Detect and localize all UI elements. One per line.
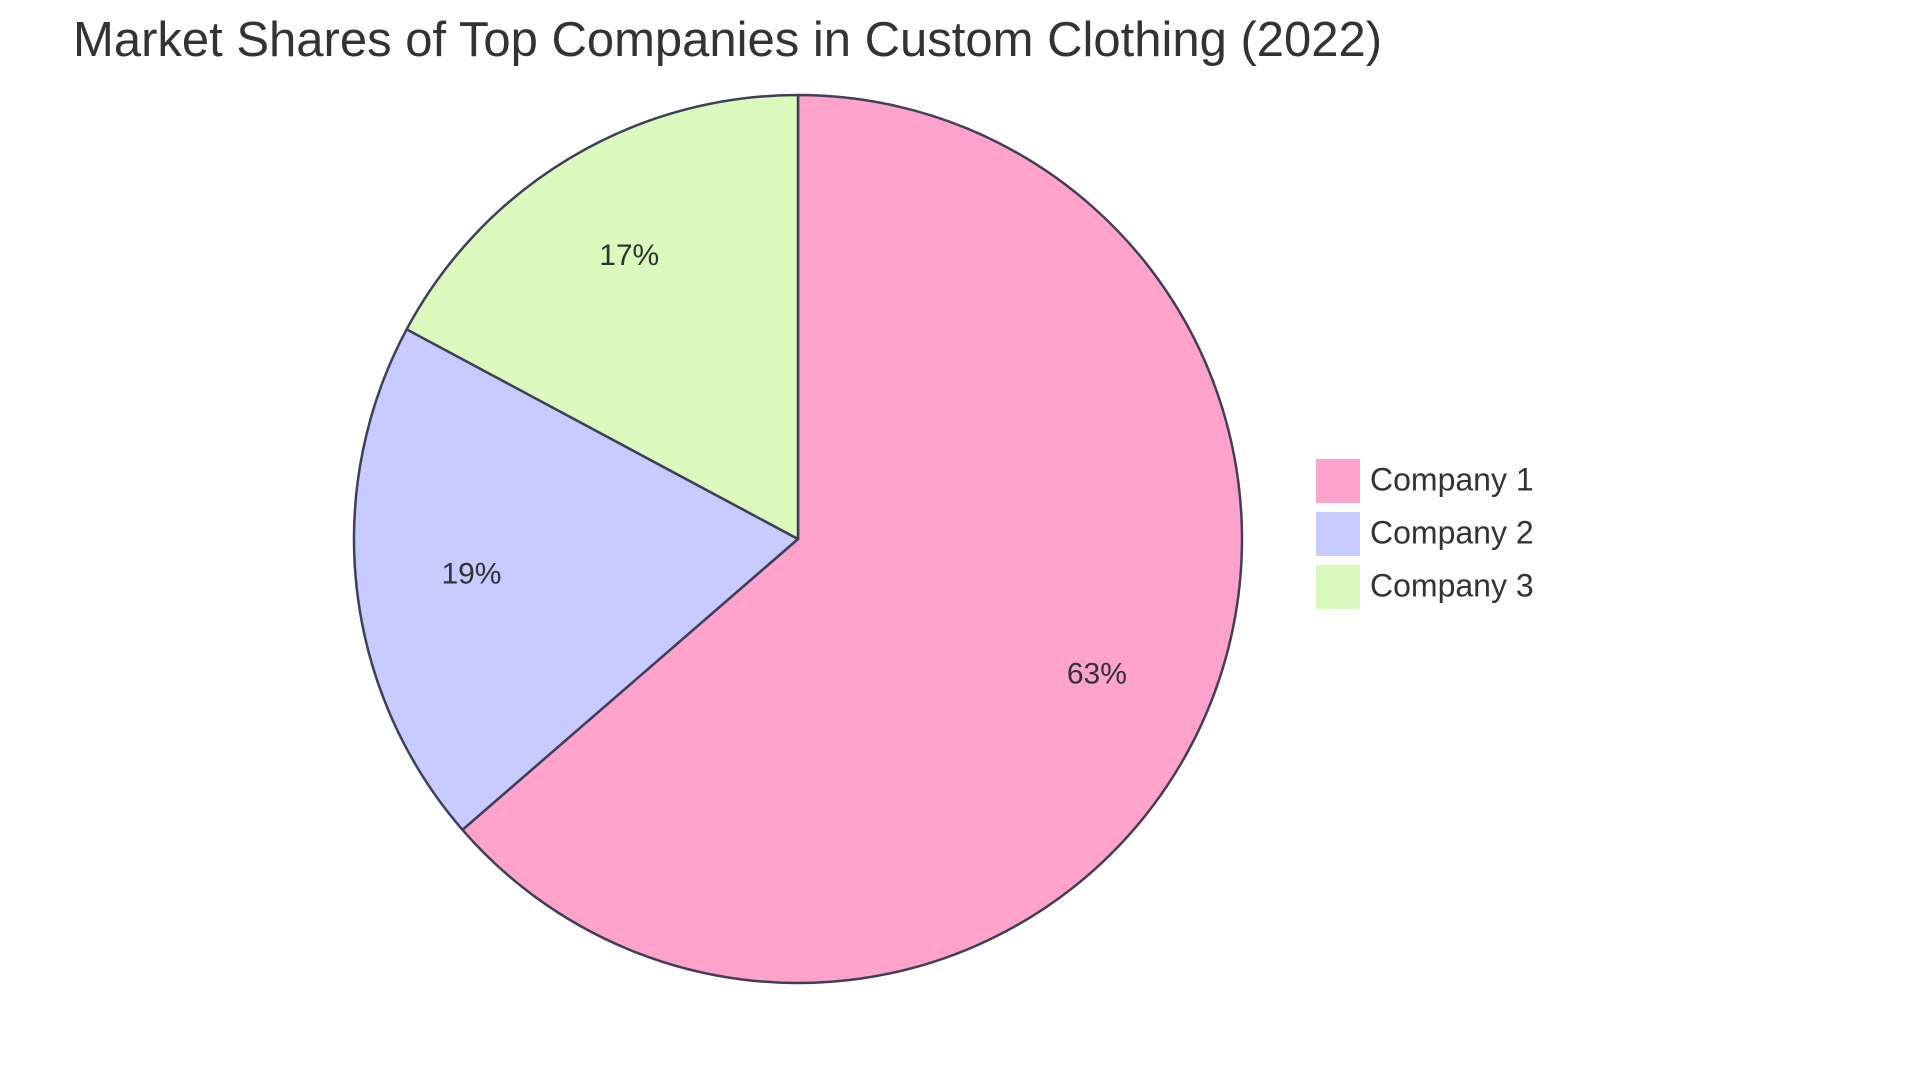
pie-slice xyxy=(405,93,800,541)
pie-slice xyxy=(352,328,800,832)
legend-label: Company 2 xyxy=(1370,514,1534,550)
legend-swatch xyxy=(1316,459,1360,503)
slice-label: 19% xyxy=(441,557,501,590)
chart-title: Market Shares of Top Companies in Custom… xyxy=(73,13,1382,67)
legend-label: Company 3 xyxy=(1370,567,1534,603)
legend-label: Company 1 xyxy=(1370,461,1534,497)
slice-label: 17% xyxy=(599,239,659,272)
slice-label: 63% xyxy=(1067,657,1127,690)
legend-swatch xyxy=(1316,512,1360,556)
pie-slice xyxy=(461,93,1244,985)
legend-swatch xyxy=(1316,565,1360,609)
